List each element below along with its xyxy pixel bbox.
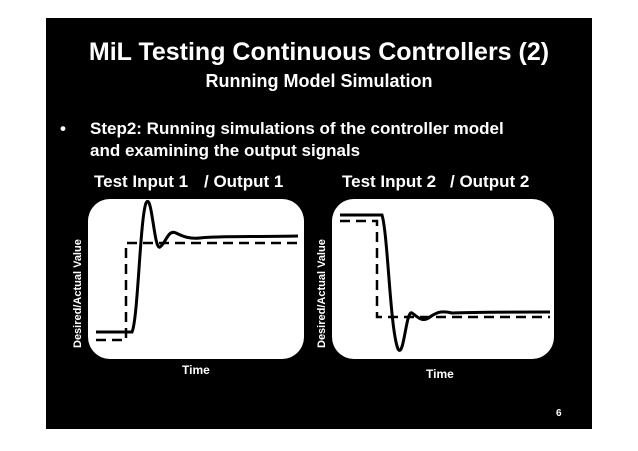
panel-1-signal-graphic xyxy=(96,199,299,342)
slide-title: MiL Testing Continuous Controllers (2) xyxy=(88,38,550,66)
panel-2-actual-signal xyxy=(340,213,551,352)
page-number: 6 xyxy=(556,408,562,419)
bullet-marker: • xyxy=(60,119,66,138)
panel-1-output-label: / Output 1 xyxy=(204,172,284,191)
panel-2-output-label: / Output 2 xyxy=(450,172,530,191)
panel-2-x-axis-label: Time xyxy=(426,367,454,381)
slide: MiL Testing Continuous Controllers (2) R… xyxy=(46,18,592,429)
panel-1-actual-signal xyxy=(96,199,299,334)
panel-1-plot xyxy=(88,199,304,359)
slide-subtitle: Running Model Simulation xyxy=(205,71,433,91)
panel-1-y-axis-label: Desired/Actual Value xyxy=(72,239,84,348)
panel-1-input-label: Test Input 1 xyxy=(94,172,189,191)
panel-1-desired-signal xyxy=(96,241,298,342)
bullet-text-line-1: Step2: Running simulations of the contro… xyxy=(90,119,504,138)
panel-1-x-axis-label: Time xyxy=(182,363,210,377)
panel-2-desired-signal xyxy=(340,219,550,319)
panel-2-y-axis-label: Desired/Actual Value xyxy=(316,239,328,348)
bullet-text-line-2: and examining the output signals xyxy=(90,141,361,160)
panel-2-signal-graphic xyxy=(340,213,551,352)
panel-2-input-label: Test Input 2 xyxy=(342,172,437,191)
panel-2-plot xyxy=(332,199,554,359)
